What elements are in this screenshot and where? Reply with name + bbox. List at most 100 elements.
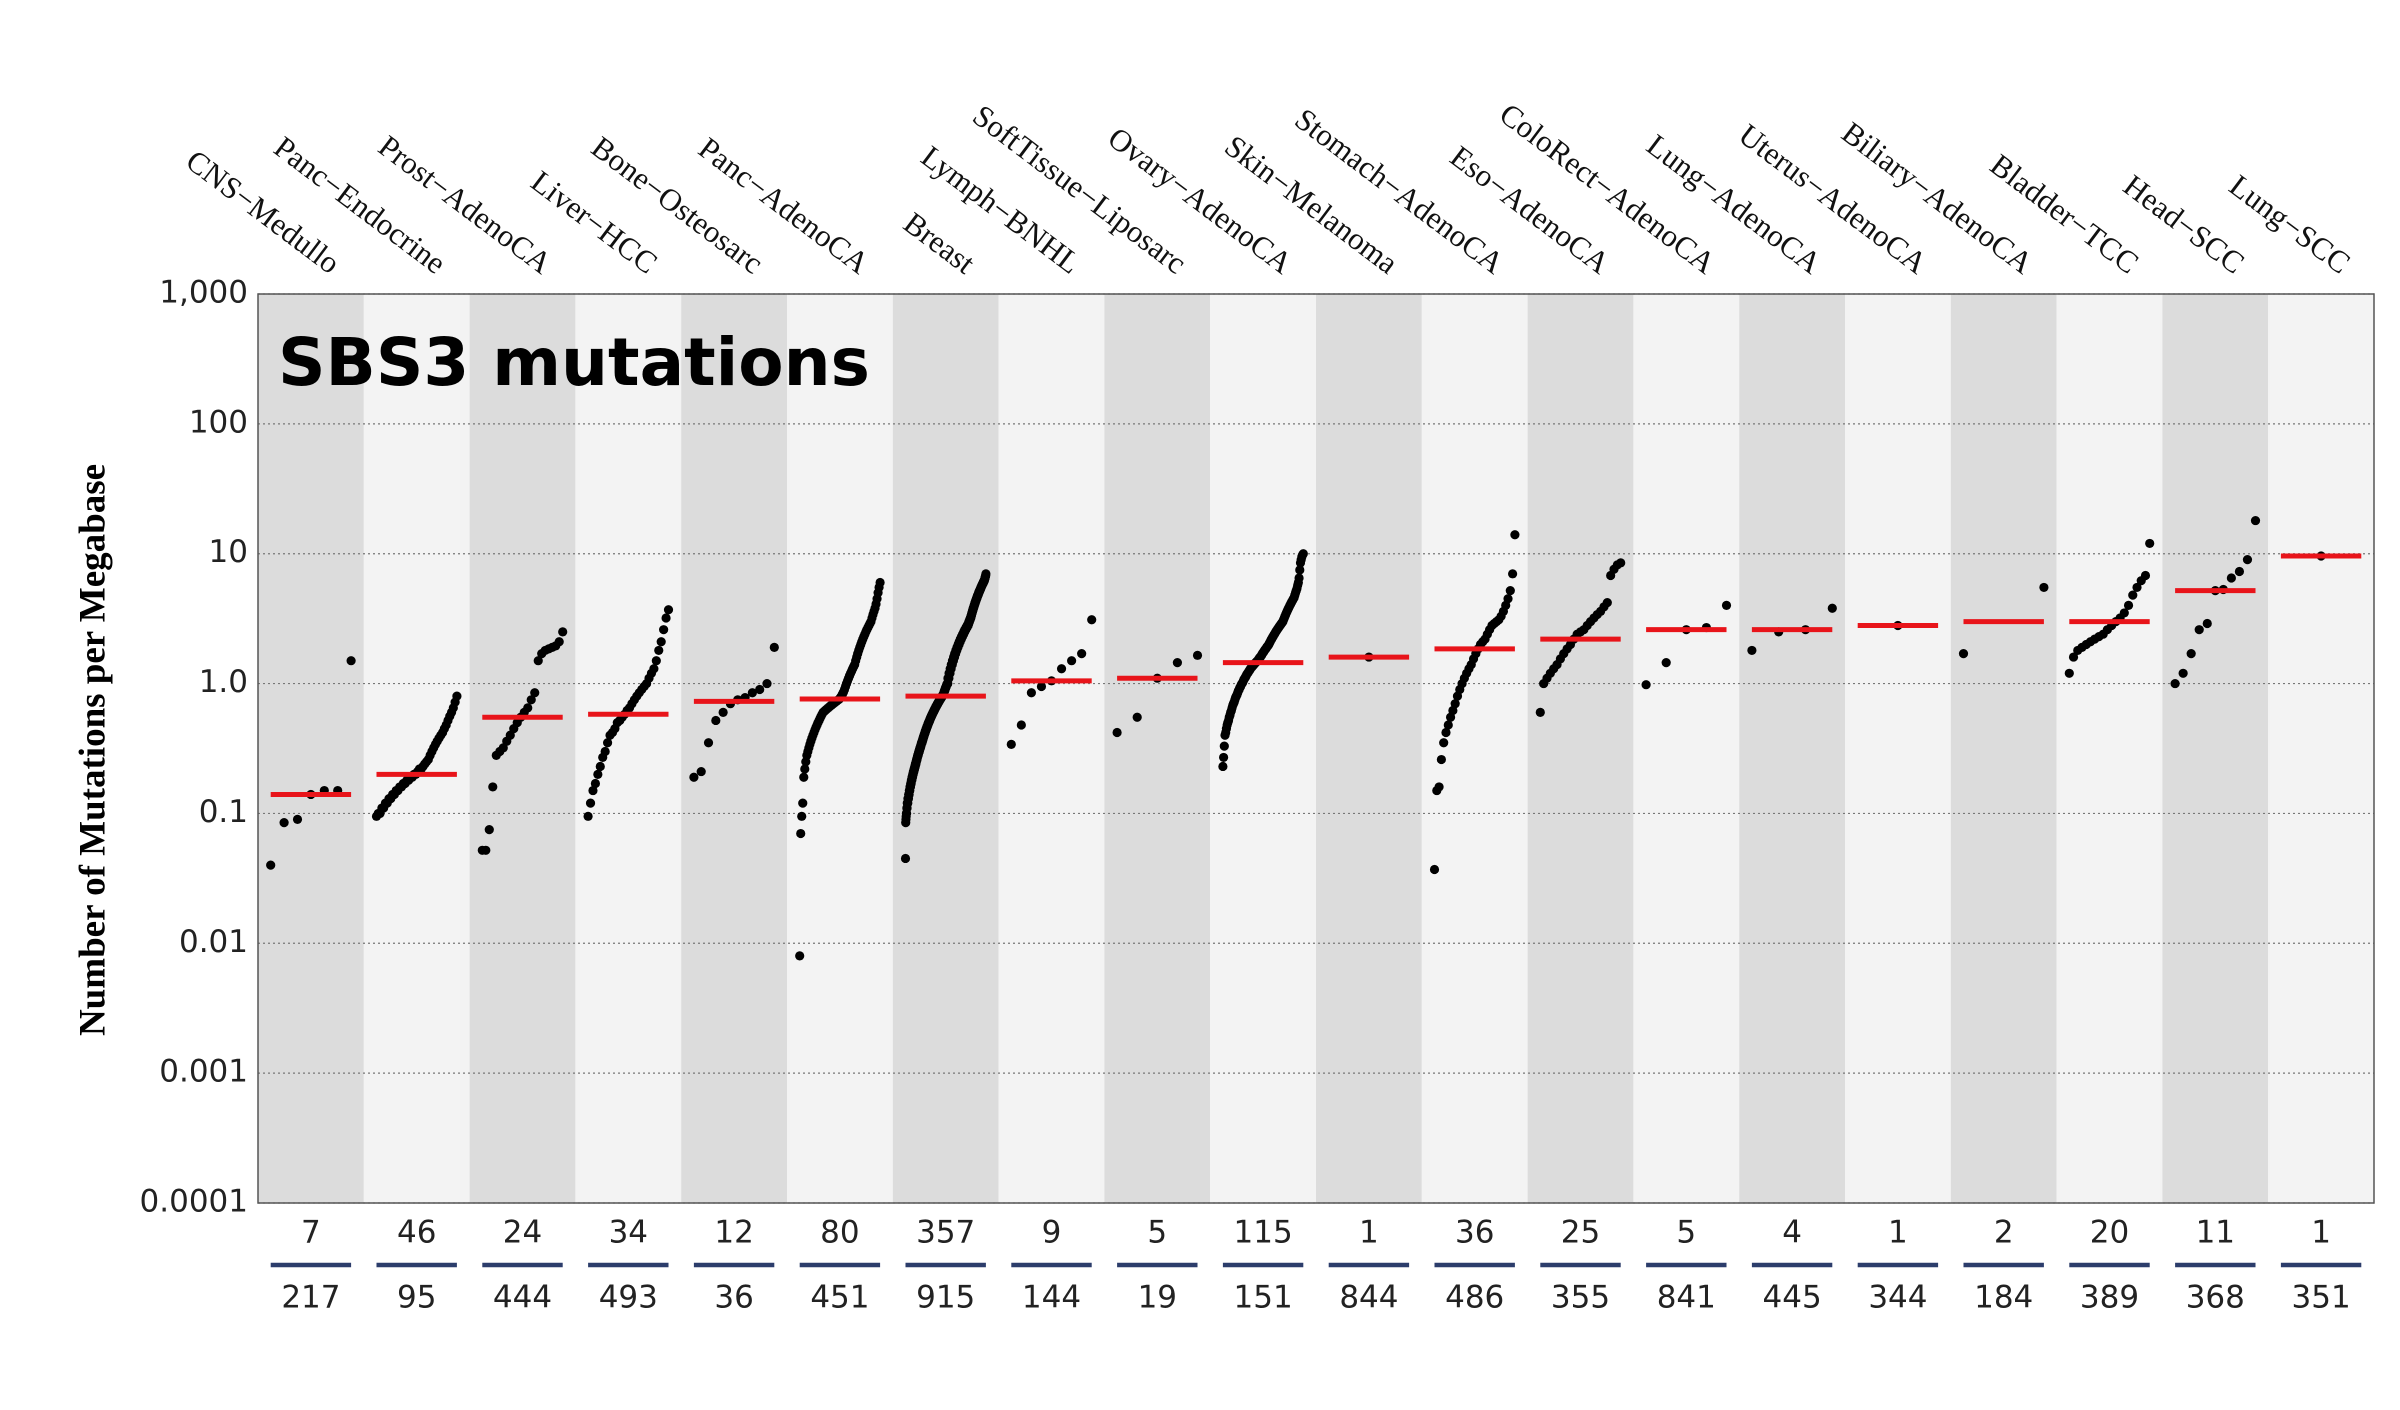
point [711,715,721,726]
sample-count: 493 [599,1280,658,1316]
point [1429,864,1440,875]
point [279,817,289,828]
category-label: Prost−AdenoCA [372,128,559,281]
point [523,703,533,713]
point [1112,727,1122,738]
point [769,642,779,652]
point [2145,538,2155,549]
point [1056,664,1067,674]
point [1535,707,1545,717]
point [346,656,356,666]
category-label: Lung−SCC [2223,167,2357,280]
y-axis-title: Number of Mutations per Megabase [72,464,113,1036]
mutated-count: 1 [1888,1215,1908,1251]
sample-count: 915 [916,1280,975,1316]
band [1633,294,1740,1203]
band [681,294,787,1203]
point [1602,598,1612,608]
point [2140,570,2151,581]
sample-count: 351 [2292,1280,2351,1316]
mutated-count: 357 [916,1215,975,1251]
sample-count: 368 [2186,1280,2245,1316]
point [656,637,666,647]
point [1218,761,1228,772]
point [1439,738,1449,748]
y-tick-label: 0.1 [199,794,248,830]
band [787,294,893,1203]
point [554,637,564,647]
mutated-count: 36 [1455,1215,1494,1251]
point [797,811,807,821]
sample-count: 841 [1657,1280,1716,1316]
point [292,814,303,824]
point [981,569,991,579]
point [1067,656,1077,666]
point [484,825,494,835]
category-label: Biliary−AdenoCA [1835,115,2040,281]
point [798,798,808,808]
band [998,294,1105,1203]
point [558,627,568,637]
band [575,294,682,1203]
mutated-count: 1 [1359,1215,1379,1251]
point [585,798,596,808]
points [266,515,2326,961]
point [1503,594,1513,604]
point [1077,649,1087,659]
point [654,645,664,656]
sample-count: 445 [1763,1280,1822,1316]
mutated-count: 25 [1561,1215,1600,1251]
point [533,656,543,666]
point [1510,530,1520,540]
bands [258,294,2374,1203]
band [1739,294,1845,1203]
point [2039,582,2049,593]
point [762,678,772,689]
point [1295,565,1305,575]
sample-count: 95 [397,1280,436,1316]
mutated-count: 4 [1782,1215,1802,1251]
point [747,688,757,698]
mutated-count: 24 [503,1215,542,1251]
category-label: Ovary−AdenoCA [1102,120,1300,281]
point [1747,645,1757,656]
band [258,294,364,1203]
mutated-count: 5 [1147,1215,1167,1251]
point [900,853,911,864]
point [593,769,603,779]
band [1421,294,1528,1203]
band [2162,294,2269,1203]
y-tick-label: 10 [209,534,248,570]
point [1434,782,1444,792]
sample-count: 151 [1234,1280,1293,1316]
point [651,656,661,666]
point [875,577,885,588]
sample-count: 355 [1551,1280,1610,1316]
y-tick-label: 1,000 [159,275,248,311]
sample-count: 486 [1445,1280,1504,1316]
point [1298,549,1308,559]
point [602,738,613,748]
point [600,746,610,757]
point [1172,658,1183,668]
point [2242,555,2253,565]
point [1641,680,1651,690]
point [1036,681,1047,692]
mutated-count: 80 [820,1215,859,1251]
point [2226,573,2236,583]
point [2132,582,2142,593]
point [1441,727,1451,738]
sample-count: 184 [1974,1280,2033,1316]
point [595,761,605,772]
point [2119,608,2129,618]
y-tick-label: 0.01 [179,924,248,960]
category-label: Lung−AdenoCA [1640,127,1828,281]
band [1316,294,1422,1203]
point [2128,590,2138,600]
point [1721,600,1732,610]
point [1443,720,1453,730]
sample-count: 844 [1339,1280,1398,1316]
mutated-count: 46 [397,1215,436,1251]
point [800,764,810,774]
sample-count: 389 [2080,1280,2139,1316]
